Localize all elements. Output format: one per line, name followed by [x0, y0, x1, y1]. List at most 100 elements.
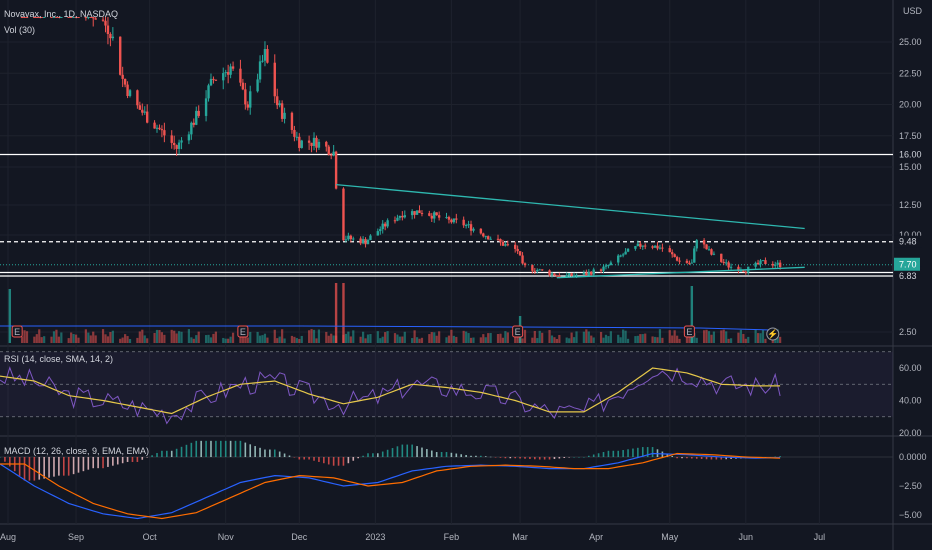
volume-bar — [452, 335, 455, 343]
macd-histogram-bar — [396, 446, 399, 457]
volume-bar — [462, 330, 465, 343]
volume-bar — [639, 334, 642, 343]
macd-histogram-bar — [67, 457, 70, 476]
volume-bar — [57, 336, 60, 343]
candle-body — [207, 85, 210, 99]
price-tick-label: 20.00 — [899, 100, 922, 110]
volume-bar — [364, 338, 367, 343]
candle-body — [244, 89, 247, 105]
candle-body — [639, 243, 642, 247]
macd-histogram-bar — [470, 455, 472, 457]
volume-bar — [575, 331, 578, 343]
volume-bar — [119, 338, 122, 343]
candle-body — [484, 236, 487, 238]
candle-body — [276, 96, 279, 106]
macd-histogram-bar — [166, 450, 168, 457]
candle-body — [430, 215, 433, 219]
volume-bar — [565, 337, 568, 343]
macd-histogram-bar — [686, 457, 688, 459]
macd-histogram-bar — [357, 457, 359, 459]
candle-body — [256, 79, 259, 92]
candle-body — [52, 17, 56, 18]
volume-bar — [695, 337, 698, 343]
macd-histogram-bar — [627, 449, 629, 457]
volume-bar — [465, 331, 468, 343]
volume-bar — [479, 337, 482, 343]
candle-body — [516, 248, 519, 252]
volume-bar — [77, 337, 80, 343]
candle-body — [141, 109, 144, 113]
candle-body — [352, 238, 355, 240]
candle-body — [158, 127, 161, 130]
macd-histogram-bar — [259, 447, 261, 457]
macd-histogram-bar — [543, 457, 546, 460]
volume-bar — [558, 334, 561, 343]
candle-body — [661, 247, 664, 249]
macd-histogram-bar — [548, 457, 551, 460]
volume-bar — [712, 331, 716, 343]
volume-bar — [747, 336, 750, 343]
volume-bar — [759, 333, 762, 343]
candle-body — [523, 263, 527, 266]
macd-histogram-bar — [524, 457, 526, 459]
candle-body — [190, 122, 193, 135]
macd-histogram-bar — [691, 457, 693, 459]
candle-body — [94, 18, 97, 20]
volume-bar — [190, 337, 193, 343]
macd-histogram-bar — [337, 457, 340, 466]
volume-bar — [121, 337, 124, 343]
volume-bar — [261, 335, 264, 343]
volume-bar — [143, 335, 146, 343]
candle-body — [447, 217, 451, 220]
candle-body — [376, 231, 380, 236]
candle-body — [226, 72, 230, 75]
candle-body — [300, 140, 303, 148]
macd-histogram-bar — [4, 457, 6, 462]
macd-histogram-bar — [715, 457, 718, 460]
macd-histogram-bar — [367, 453, 369, 457]
candle-body — [506, 244, 510, 246]
candle-body — [332, 151, 335, 156]
volume-bar — [737, 332, 740, 343]
volume-bar — [359, 336, 362, 343]
candle-body — [410, 211, 414, 216]
level-tag-label: 16.00 — [899, 150, 922, 160]
price-tick-label: 2.50 — [899, 327, 917, 337]
macd-histogram-bar — [77, 457, 80, 473]
volume-bar — [249, 331, 252, 343]
macd-histogram-bar — [641, 447, 644, 457]
candle-body — [258, 61, 262, 80]
macd-histogram-bar — [58, 457, 60, 476]
candle-body — [87, 17, 90, 18]
candle-body — [737, 266, 740, 271]
volume-bar — [101, 329, 105, 343]
macd-histogram-bar — [411, 444, 413, 457]
volume-bar — [20, 336, 24, 343]
candle-body — [705, 244, 708, 250]
candle-body — [92, 17, 95, 19]
candle-body — [101, 19, 105, 21]
volume-bar — [592, 337, 595, 343]
volume-bar — [298, 338, 301, 343]
volume-bar — [173, 330, 176, 343]
volume-bar — [204, 335, 208, 343]
candle-body — [307, 140, 311, 143]
time-tick-label: May — [661, 532, 679, 542]
volume-bar — [111, 330, 114, 343]
macd-histogram-bar — [347, 457, 350, 464]
macd-histogram-bar — [622, 450, 624, 457]
rsi-tick-label: 60.00 — [899, 363, 922, 373]
candle-body — [197, 110, 200, 116]
volume-bar — [678, 338, 681, 343]
volume-bar — [94, 335, 97, 343]
candle-body — [342, 188, 345, 241]
volume-bar — [705, 329, 708, 343]
volume-bar — [467, 333, 470, 343]
candle-body — [401, 215, 404, 218]
candle-body — [231, 66, 235, 69]
candle-body — [224, 72, 227, 74]
volume-bar — [673, 330, 676, 343]
candle-body — [572, 275, 576, 277]
volume-bar — [222, 337, 225, 343]
candle-body — [119, 36, 122, 75]
